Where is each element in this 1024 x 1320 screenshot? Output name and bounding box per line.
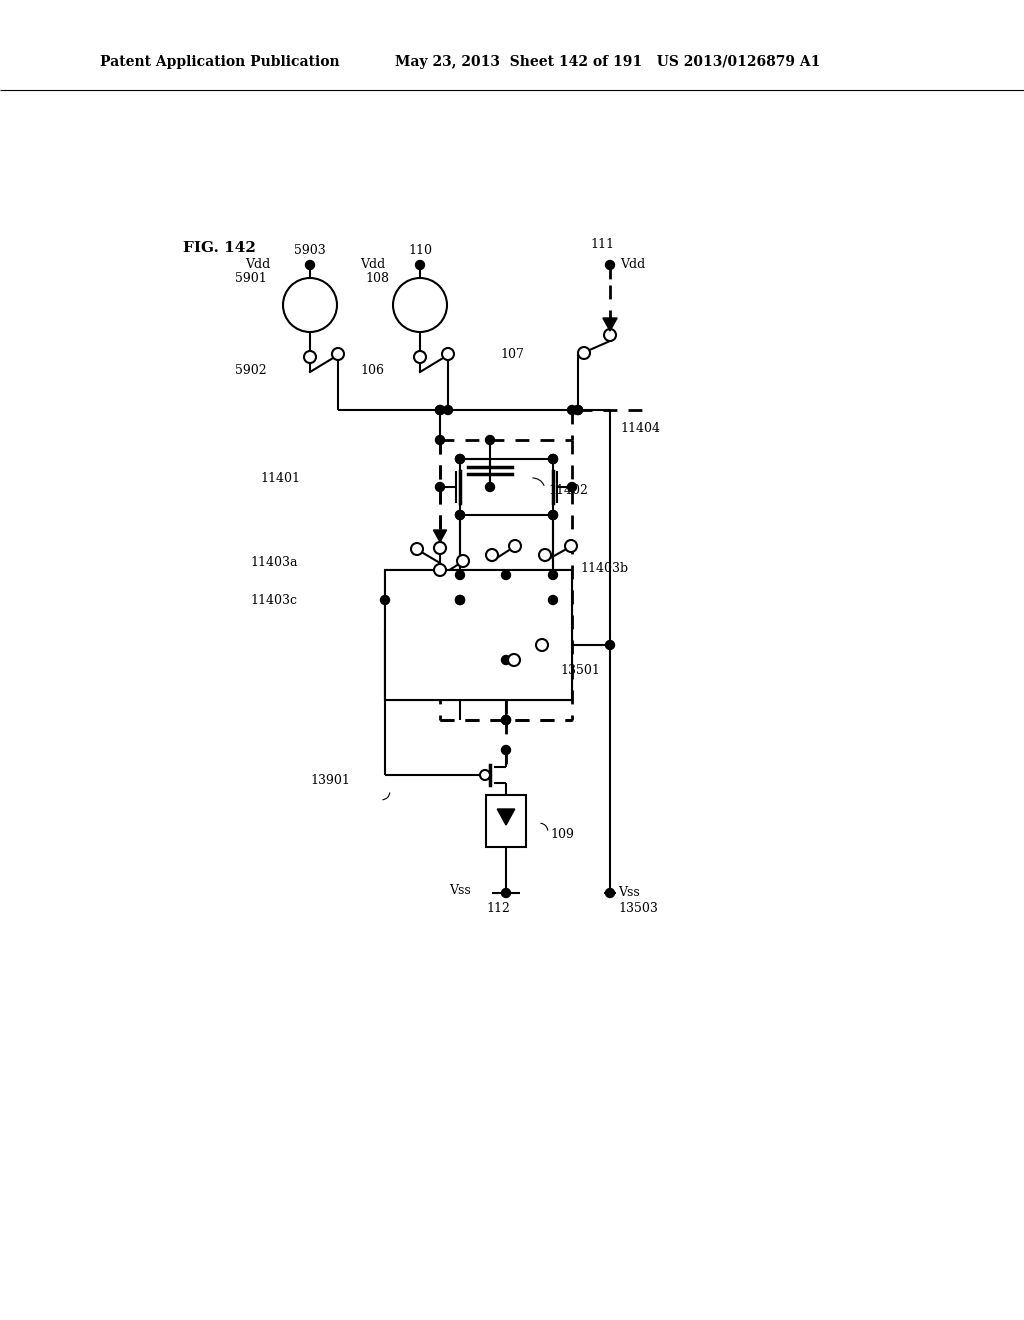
Text: 11402: 11402 <box>548 483 588 496</box>
Text: 111: 111 <box>590 239 614 252</box>
Circle shape <box>549 570 557 579</box>
Circle shape <box>502 715 511 725</box>
Text: 5903: 5903 <box>294 243 326 256</box>
Circle shape <box>567 405 577 414</box>
Text: 13503: 13503 <box>618 902 657 915</box>
Text: 11404: 11404 <box>620 421 660 434</box>
Circle shape <box>456 511 465 520</box>
Circle shape <box>456 454 465 463</box>
Circle shape <box>509 540 521 552</box>
Circle shape <box>573 405 583 414</box>
Circle shape <box>411 543 423 554</box>
Text: 5901: 5901 <box>234 272 266 285</box>
Circle shape <box>456 595 465 605</box>
Circle shape <box>549 454 557 463</box>
Text: 112: 112 <box>486 903 510 916</box>
Circle shape <box>502 570 511 579</box>
Circle shape <box>605 888 614 898</box>
Circle shape <box>435 436 444 445</box>
Circle shape <box>485 436 495 445</box>
Text: 13501: 13501 <box>560 664 600 676</box>
Text: Vss: Vss <box>450 884 471 898</box>
Circle shape <box>549 595 557 605</box>
Text: 110: 110 <box>408 243 432 256</box>
Circle shape <box>393 279 447 333</box>
Text: 109: 109 <box>550 829 573 842</box>
Circle shape <box>605 260 614 269</box>
Circle shape <box>435 405 444 414</box>
Circle shape <box>539 549 551 561</box>
Circle shape <box>442 348 454 360</box>
Circle shape <box>549 454 557 463</box>
Circle shape <box>480 770 490 780</box>
Circle shape <box>381 595 389 605</box>
Circle shape <box>456 511 465 520</box>
Circle shape <box>434 564 446 576</box>
Text: 11403b: 11403b <box>580 561 628 574</box>
Circle shape <box>549 511 557 520</box>
Text: Vss: Vss <box>618 887 640 899</box>
Circle shape <box>434 543 446 554</box>
Circle shape <box>508 653 520 667</box>
Circle shape <box>304 351 316 363</box>
Text: FIG. 142: FIG. 142 <box>183 242 256 255</box>
Circle shape <box>502 888 511 898</box>
Circle shape <box>502 746 511 755</box>
Text: 108: 108 <box>365 272 389 285</box>
Circle shape <box>565 540 577 552</box>
Circle shape <box>485 483 495 491</box>
Circle shape <box>457 554 469 568</box>
Bar <box>486 795 526 847</box>
Text: 106: 106 <box>360 363 384 376</box>
Circle shape <box>549 511 557 520</box>
Text: 13901: 13901 <box>310 774 350 787</box>
Circle shape <box>573 405 583 414</box>
Circle shape <box>305 260 314 269</box>
Bar <box>385 570 572 700</box>
Circle shape <box>605 640 614 649</box>
Text: Patent Application Publication: Patent Application Publication <box>100 55 340 69</box>
Text: 11403a: 11403a <box>250 556 298 569</box>
Circle shape <box>502 715 511 725</box>
Text: Vdd: Vdd <box>245 259 270 272</box>
Text: 107: 107 <box>500 348 524 362</box>
Polygon shape <box>433 531 446 543</box>
Circle shape <box>435 483 444 491</box>
Circle shape <box>486 549 498 561</box>
Text: Vdd: Vdd <box>620 259 645 272</box>
Text: May 23, 2013  Sheet 142 of 191   US 2013/0126879 A1: May 23, 2013 Sheet 142 of 191 US 2013/01… <box>395 55 820 69</box>
Circle shape <box>435 405 444 414</box>
Text: Vdd: Vdd <box>359 259 385 272</box>
Circle shape <box>604 329 616 341</box>
Circle shape <box>578 347 590 359</box>
Circle shape <box>536 639 548 651</box>
Polygon shape <box>603 318 617 331</box>
Text: 5902: 5902 <box>234 363 266 376</box>
Circle shape <box>283 279 337 333</box>
Circle shape <box>416 260 425 269</box>
Circle shape <box>567 483 577 491</box>
Circle shape <box>443 405 453 414</box>
Circle shape <box>332 348 344 360</box>
Text: 11401: 11401 <box>260 471 300 484</box>
Polygon shape <box>498 809 515 825</box>
Circle shape <box>414 351 426 363</box>
Circle shape <box>456 570 465 579</box>
Circle shape <box>456 454 465 463</box>
Text: 11403c: 11403c <box>250 594 297 606</box>
Circle shape <box>502 656 511 664</box>
Circle shape <box>456 595 465 605</box>
